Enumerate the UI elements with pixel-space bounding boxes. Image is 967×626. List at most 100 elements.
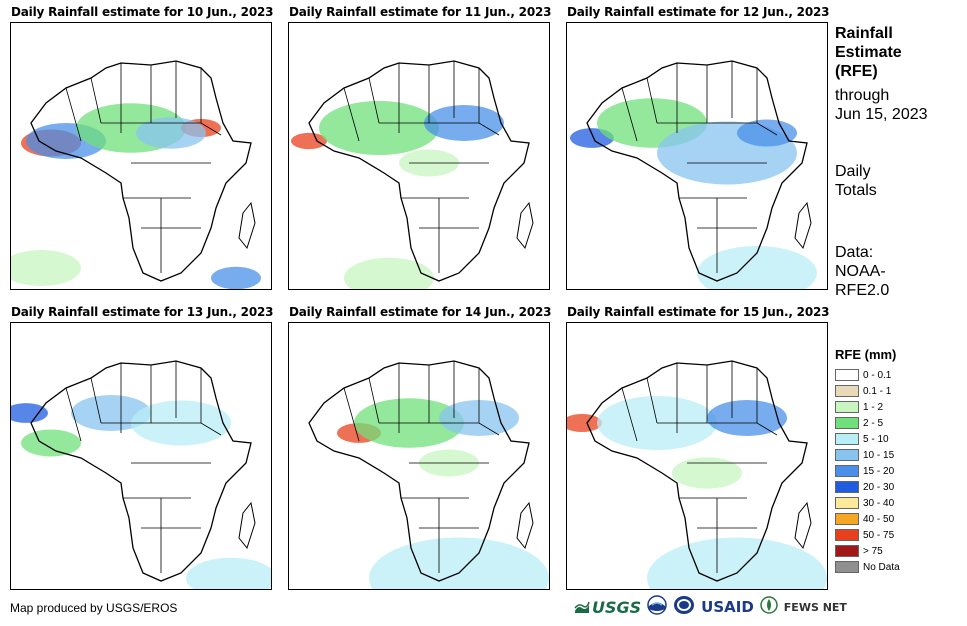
- legend-label: 30 - 40: [863, 497, 895, 509]
- legend-swatch: [835, 401, 859, 413]
- rainfall-map-5: [288, 322, 550, 590]
- legend-label: 1 - 2: [863, 401, 884, 413]
- legend-label: 5 - 10: [863, 433, 889, 445]
- madagascar-outline: [516, 201, 534, 250]
- through-label: through: [835, 87, 890, 104]
- data-source-line: RFE2.0: [835, 282, 890, 299]
- daily-label: Daily: [835, 163, 871, 180]
- map-credit: Map produced by USGS/EROS: [10, 601, 178, 615]
- panel-title-4: Daily Rainfall estimate for 13 Jun., 202…: [11, 305, 274, 319]
- country-borders: [343, 361, 500, 573]
- legend-swatch: [835, 417, 859, 429]
- rainfall-area: [697, 246, 817, 289]
- rainfall-area: [737, 119, 797, 147]
- data-label: Data:: [835, 244, 874, 261]
- madagascar-outline: [238, 201, 256, 250]
- legend-item: 1 - 2: [835, 399, 900, 415]
- legend-label: No Data: [863, 561, 900, 573]
- coastline: [30, 60, 252, 282]
- legend-swatch: [835, 449, 859, 461]
- daily-totals: Daily Totals: [835, 162, 877, 200]
- rainfall-map-4: [10, 322, 272, 590]
- madagascar-outline: [238, 501, 256, 550]
- country-borders: [65, 61, 222, 273]
- legend-swatch: [835, 481, 859, 493]
- africa-map-graphic: [11, 360, 271, 589]
- africa-map-graphic: [11, 60, 261, 289]
- nasa-logo-icon: [673, 595, 695, 620]
- rainfall-area: [647, 537, 827, 589]
- legend-item: 40 - 50: [835, 511, 900, 527]
- legend-label: 10 - 15: [863, 449, 895, 461]
- rainfall-area: [707, 400, 787, 436]
- rainfall-area: [672, 457, 742, 489]
- africa-map-graphic: [567, 360, 827, 589]
- legend-label: 15 - 20: [863, 465, 895, 477]
- africa-map-graphic: [308, 360, 549, 589]
- legend-item: No Data: [835, 559, 900, 575]
- rainfall-area: [291, 132, 327, 150]
- africa-map-graphic: [291, 60, 534, 289]
- rainfall-area: [11, 250, 81, 286]
- coastline: [30, 360, 252, 582]
- legend-swatch: [835, 513, 859, 525]
- legend-label: 20 - 30: [863, 481, 895, 493]
- usgs-logo: USGS: [574, 598, 641, 617]
- country-borders: [343, 61, 500, 273]
- rainfall-area: [21, 429, 81, 457]
- madagascar-outline: [794, 501, 812, 550]
- legend-swatch: [835, 465, 859, 477]
- legend-label: 50 - 75: [863, 529, 895, 541]
- rainfall-area: [186, 557, 271, 589]
- through-date: through Jun 15, 2023: [835, 86, 928, 124]
- legend-item: 0 - 0.1: [835, 367, 900, 383]
- africa-map-graphic: [570, 60, 817, 289]
- noaa-logo-icon: [647, 594, 667, 620]
- rainfall-area: [319, 101, 439, 155]
- rainfall-area: [567, 414, 602, 432]
- heading-line: Rainfall: [835, 25, 893, 42]
- rainfall-map-3: [566, 22, 828, 290]
- rainfall-area: [369, 537, 549, 589]
- legend-swatch: [835, 433, 859, 445]
- rainfall-map-6: [566, 322, 828, 590]
- rainfall-area: [344, 257, 434, 289]
- legend-item: 0.1 - 1: [835, 383, 900, 399]
- heading-line: Estimate: [835, 44, 902, 61]
- rainfall-area: [11, 403, 48, 423]
- legend-swatch: [835, 561, 859, 573]
- totals-label: Totals: [835, 182, 877, 199]
- madagascar-outline: [516, 501, 534, 550]
- panel-title-3: Daily Rainfall estimate for 12 Jun., 202…: [567, 5, 830, 19]
- usaid-wordmark: USAID: [701, 598, 754, 616]
- legend-item: > 75: [835, 543, 900, 559]
- legend-label: > 75: [863, 545, 883, 557]
- rainfall-area: [211, 266, 261, 289]
- panel-title-2: Daily Rainfall estimate for 11 Jun., 202…: [289, 5, 552, 19]
- panel-title-6: Daily Rainfall estimate for 15 Jun., 202…: [567, 305, 830, 319]
- rainfall-area: [136, 117, 206, 149]
- legend-item: 10 - 15: [835, 447, 900, 463]
- panel-title-5: Daily Rainfall estimate for 14 Jun., 202…: [289, 305, 552, 319]
- madagascar-outline: [794, 201, 812, 250]
- logo-bar: USGS USAID FEWS NET: [574, 594, 847, 620]
- panel-title-1: Daily Rainfall estimate for 10 Jun., 202…: [11, 5, 274, 19]
- product-heading: Rainfall Estimate (RFE): [835, 24, 902, 81]
- rainfall-map-1: [10, 22, 272, 290]
- legend-item: 30 - 40: [835, 495, 900, 511]
- legend-swatch: [835, 369, 859, 381]
- legend-item: 20 - 30: [835, 479, 900, 495]
- country-borders: [621, 361, 778, 573]
- legend-label: 40 - 50: [863, 513, 895, 525]
- through-value: Jun 15, 2023: [835, 106, 928, 123]
- fewsnet-wordmark: FEWS NET: [783, 600, 847, 614]
- legend-item: 2 - 5: [835, 415, 900, 431]
- legend-swatch: [835, 385, 859, 397]
- rainfall-area: [71, 395, 151, 431]
- data-source: Data: NOAA- RFE2.0: [835, 243, 889, 300]
- heading-line: (RFE): [835, 63, 878, 80]
- legend-swatch: [835, 545, 859, 557]
- legend-label: 0.1 - 1: [863, 385, 892, 397]
- usgs-wordmark: USGS: [592, 597, 642, 617]
- data-source-line: NOAA-: [835, 263, 886, 280]
